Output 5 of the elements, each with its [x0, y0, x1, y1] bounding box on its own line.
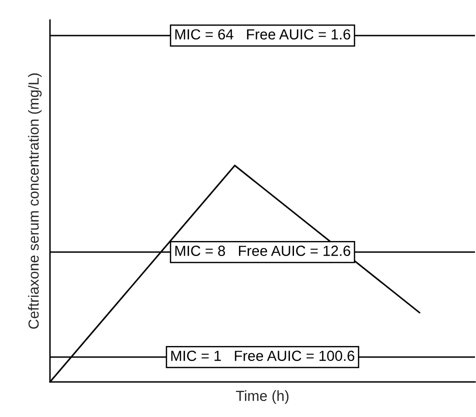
annotation: MIC = 8 Free AUIC = 12.6 [175, 246, 350, 256]
x-axis-title: Time (h) [236, 390, 288, 404]
y-axis-title: Ceftriaxone serum concentration (mg/L) [28, 73, 42, 329]
annotation: MIC = 64 Free AUIC = 1.6 [175, 29, 350, 40]
annotation: MIC = 1 Free AUIC = 100.6 [171, 350, 354, 361]
